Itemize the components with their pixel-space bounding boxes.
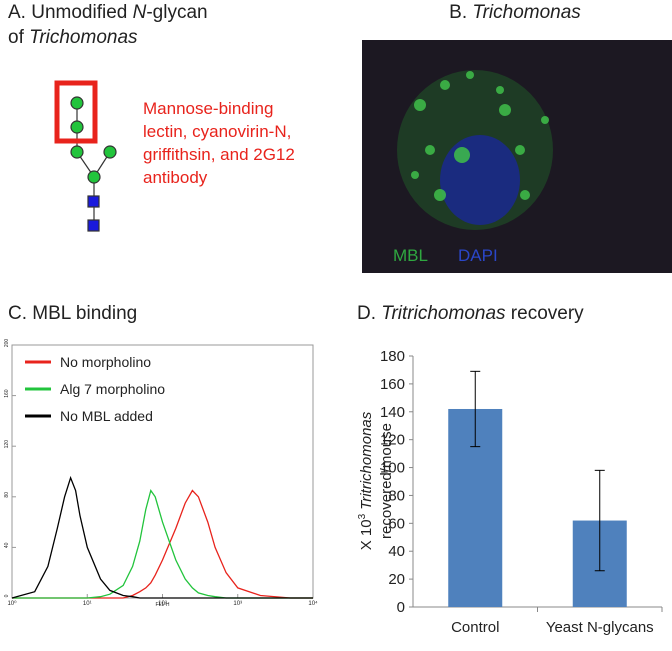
x-tick-label: 10³ — [233, 601, 242, 607]
y-tick-label: 160 — [4, 389, 10, 398]
y-tick-label: 60 — [388, 515, 405, 532]
y-tick-label: 0 — [397, 599, 405, 616]
y-tick-label: 40 — [4, 542, 10, 548]
x-tick-label: Control — [451, 619, 499, 636]
label-line: lectin, cyanovirin-N, — [143, 122, 291, 141]
y-tick-label: 180 — [380, 348, 405, 365]
y-label-part: Tritrichomonas — [358, 411, 375, 510]
y-tick-label: 80 — [388, 487, 405, 504]
y-label-line: recovered/mouse — [378, 423, 395, 539]
mbl-label: MBL — [393, 246, 428, 265]
title-part: N — [133, 2, 147, 23]
panel-d-title: D. Tritrichomonas recovery — [357, 303, 584, 324]
dapi-label: DAPI — [458, 246, 498, 265]
x-axis-label: FL1-H — [156, 602, 170, 608]
y-tick-label: 20 — [388, 571, 405, 588]
micrograph: MBL DAPI — [362, 40, 672, 273]
glycan — [54, 80, 117, 232]
title-part: Trichomonas — [29, 27, 138, 48]
title-part: D. — [357, 303, 381, 324]
title-part: Trichomonas — [472, 2, 581, 23]
legend-label: Alg 7 morpholino — [60, 381, 165, 397]
y-tick-label: 160 — [380, 376, 405, 393]
title-part: Tritrichomonas — [381, 303, 506, 324]
y-axis-label: X 103 Tritrichomonas recovered/mouse — [357, 411, 395, 550]
title-part: B. — [449, 2, 472, 23]
panel-a-label: Mannose-binding lectin, cyanovirin-N, gr… — [143, 99, 295, 187]
y-tick-label: 140 — [380, 404, 405, 421]
legend-label: No MBL added — [60, 408, 153, 424]
panel-a-title: of Trichomonas — [8, 27, 138, 48]
y-tick-label: 0 — [4, 594, 10, 597]
y-label-part: 3 — [357, 513, 368, 519]
y-tick-label: 200 — [4, 339, 10, 348]
y-label-part: X 10 — [358, 519, 375, 550]
x-tick-label: 10⁰ — [7, 600, 17, 607]
histogram-line — [12, 488, 313, 599]
panel-c-title: C. MBL binding — [8, 303, 137, 324]
y-tick-label: 80 — [4, 492, 10, 498]
title-part: -glycan — [146, 2, 207, 23]
x-tick-label: 10⁴ — [308, 600, 318, 607]
title-part: recovery — [506, 303, 585, 324]
title-part: A. Unmodified — [8, 2, 133, 23]
x-tick-label: 10² — [158, 601, 167, 607]
histogram-line — [12, 489, 313, 599]
label-line: Mannose-binding — [143, 99, 273, 118]
y-tick-label: 100 — [380, 460, 405, 477]
y-tick-label: 120 — [4, 440, 10, 449]
panel-a-title: A. Unmodified N-glycan — [8, 2, 208, 23]
x-tick-label: Yeast N-glycans — [546, 619, 654, 636]
title-part: of — [8, 27, 29, 48]
y-label-line: X 103 Tritrichomonas — [357, 411, 375, 550]
histogram-line — [11, 475, 313, 599]
y-tick-label: 40 — [388, 543, 405, 560]
x-tick-label: 10¹ — [83, 601, 92, 607]
y-tick-label: 120 — [380, 432, 405, 449]
label-line: antibody — [143, 168, 208, 187]
panel-b-title: B. Trichomonas — [449, 2, 581, 23]
legend-label: No morpholino — [60, 354, 151, 370]
label-line: griffithsin, and 2G12 — [143, 145, 295, 164]
